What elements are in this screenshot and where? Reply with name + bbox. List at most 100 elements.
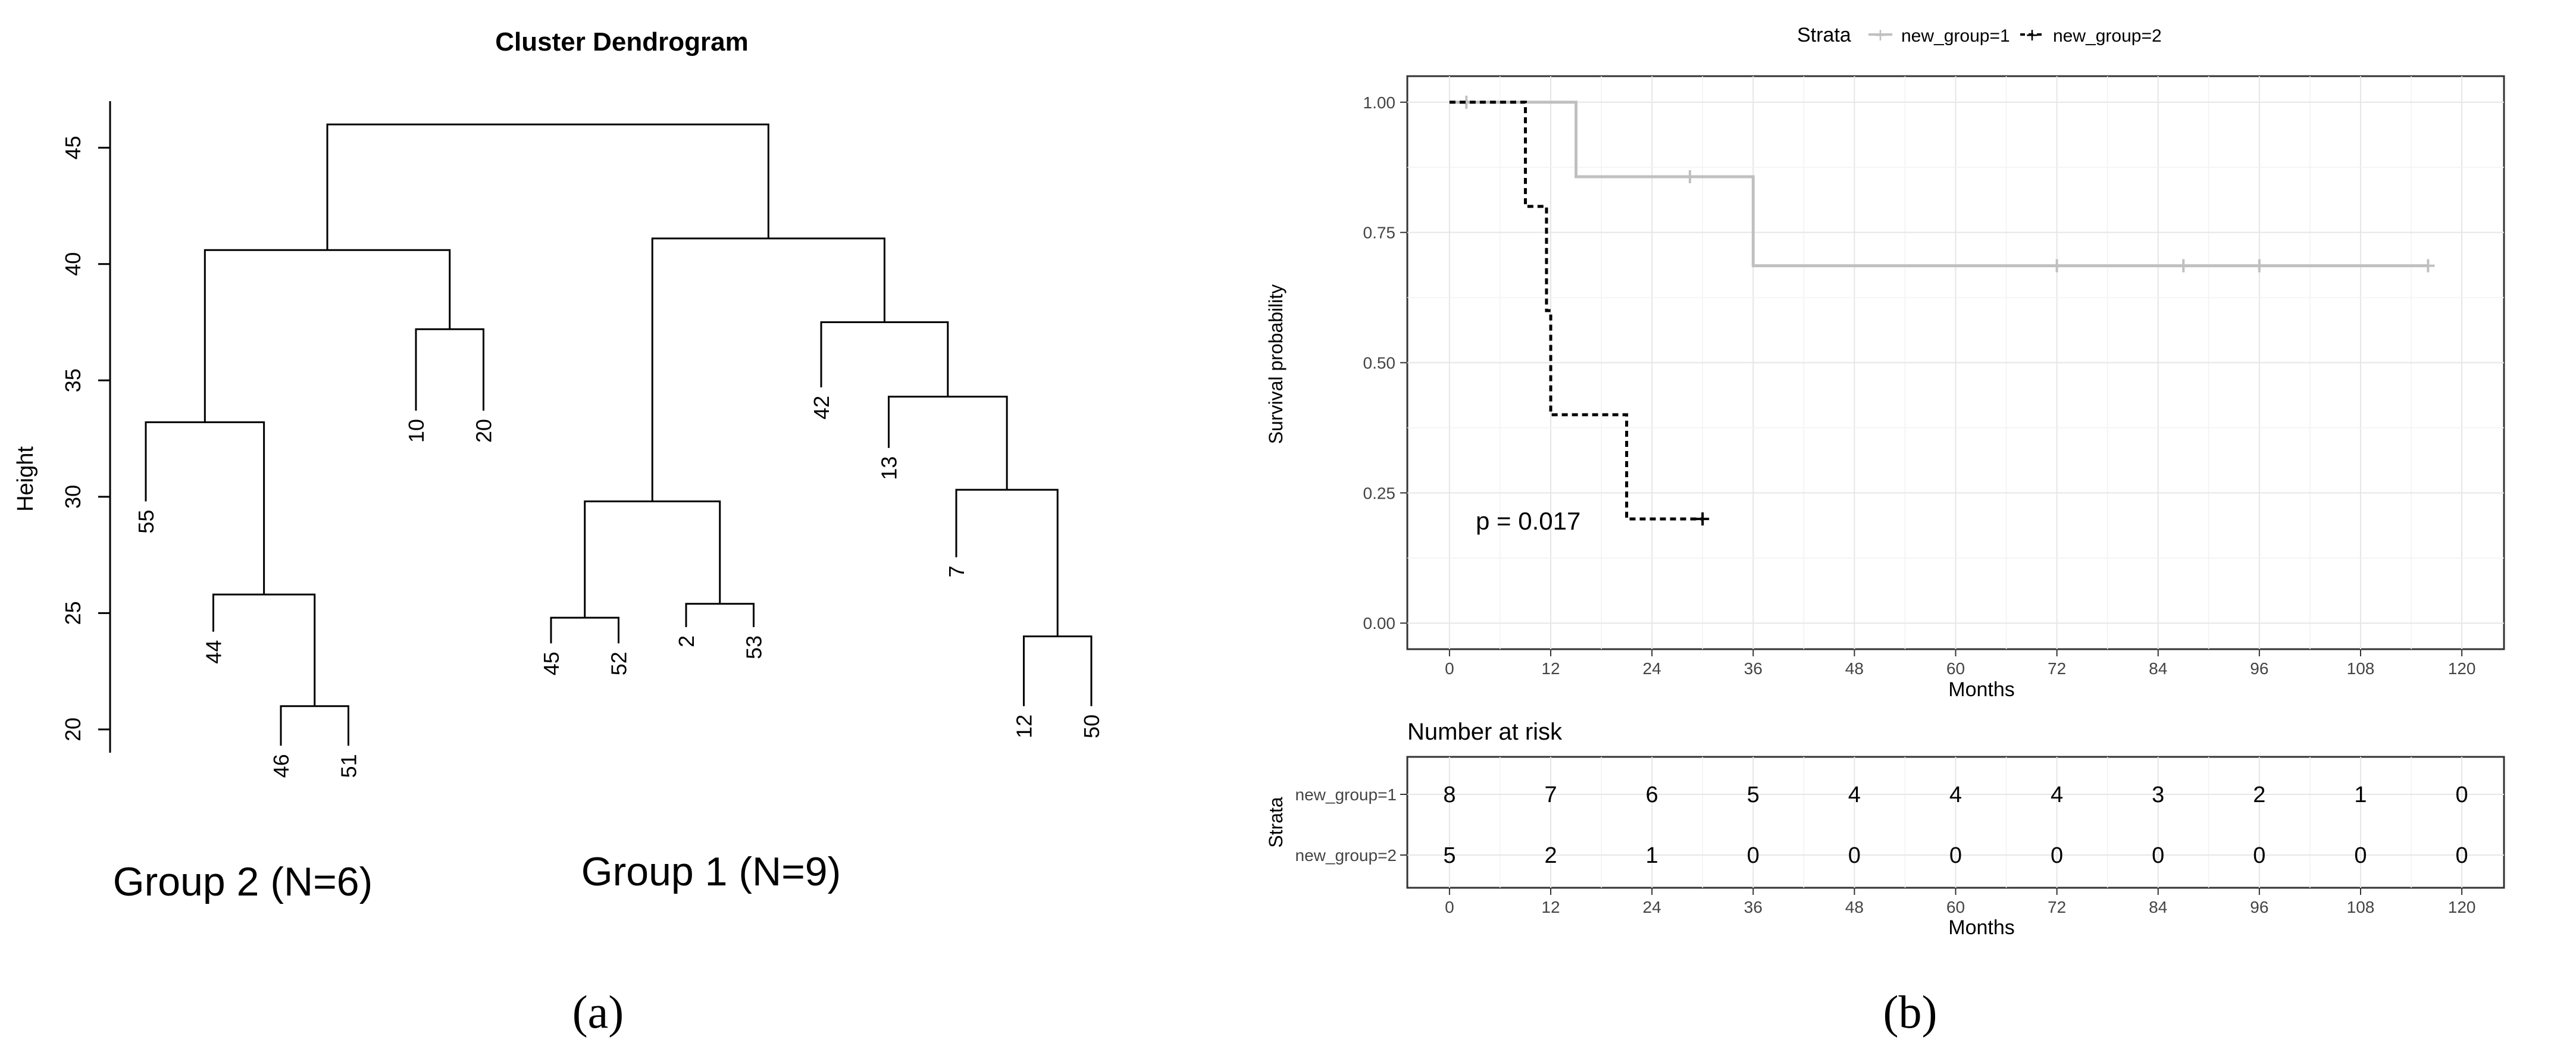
survival-x-tick-label: 24 (1643, 659, 1661, 678)
risk-table-cell: 6 (1646, 782, 1658, 807)
survival-curves (1449, 95, 2435, 526)
dendrogram-link (212, 593, 316, 706)
dendrogram-link (820, 321, 949, 397)
dendrogram-leaf-label: 20 (472, 419, 496, 443)
risk-x-tick-label: 24 (1643, 898, 1661, 916)
censor-mark (2177, 259, 2190, 273)
dendrogram-leaf-label: 55 (134, 510, 158, 534)
survival-x-tick-label: 60 (1946, 659, 1965, 678)
risk-table-cell: 4 (2051, 782, 2063, 807)
risk-table-cell: 0 (2456, 782, 2468, 807)
risk-x-tick-label: 0 (1445, 898, 1454, 916)
survival-x-tick-label: 12 (1541, 659, 1560, 678)
dendrogram-leaf-label: 53 (742, 635, 766, 659)
survival-x-tick-label: 48 (1845, 659, 1864, 678)
risk-row-label: new_group=2 (1295, 846, 1397, 865)
survival-x-tick-label: 108 (2347, 659, 2375, 678)
dendrogram-panel: Cluster Dendrogram Height 20 25 30 35 40 45 5… (13, 27, 1104, 1038)
dendrogram-leaf-label: 52 (607, 652, 631, 675)
survival-y-tick-label: 1.00 (1363, 93, 1396, 112)
dendrogram-link (280, 705, 349, 746)
risk-table-cell: 2 (1544, 843, 1557, 868)
risk-table-cell: 1 (2354, 782, 2367, 807)
risk-table-cell: 4 (1848, 782, 1861, 807)
dendrogram-links (145, 123, 1093, 746)
risk-x-tick-label: 120 (2448, 898, 2476, 916)
risk-table-cell: 2 (2253, 782, 2265, 807)
censor-mark (1683, 170, 1697, 183)
dendrogram-leaf-labels: 55 44 46 51 10 20 45 52 2 53 42 13 7 12 50 (134, 396, 1104, 778)
survival-curve-group1 (1449, 101, 2428, 268)
dendrogram-link (955, 489, 1059, 637)
survival-y-tick-label: 0.75 (1363, 224, 1396, 242)
risk-table-cell: 0 (2253, 843, 2265, 868)
risk-x-tick-label: 108 (2347, 898, 2375, 916)
survival-x-axis-label: Months (1948, 678, 2015, 701)
dendrogram-title: Cluster Dendrogram (495, 27, 748, 57)
group2-label: Group 2 (N=6) (113, 859, 373, 904)
dendrogram-leaf-label: 13 (877, 456, 902, 480)
risk-table-cell: 0 (2456, 843, 2468, 868)
risk-table-cell: 4 (1949, 782, 1962, 807)
dendrogram-leaf-label: 10 (404, 419, 428, 443)
risk-table-cell: 1 (1646, 843, 1658, 868)
dendrogram-link (415, 328, 484, 411)
dendrogram-link (888, 396, 1008, 490)
survival-x-ticks: 0 12 24 36 48 60 72 84 96 108 120 (1445, 649, 2475, 678)
dendrogram-link (1023, 635, 1093, 706)
risk-x-tick-label: 48 (1845, 898, 1864, 916)
risk-x-tick-label: 60 (1946, 898, 1965, 916)
dendrogram-leaf-label: 51 (337, 754, 361, 778)
risk-table-panel: Number at risk 8 7 6 5 4 4 4 3 2 1 0 5 2 1 0 0 0 0 0 0 0 0 ne… (1265, 719, 2505, 1038)
risk-table-cell: 5 (1747, 782, 1760, 807)
survival-x-tick-label: 84 (2149, 659, 2167, 678)
risk-table-cell: 8 (1443, 782, 1456, 807)
risk-table-grid (1407, 757, 2504, 888)
risk-table-cell: 0 (2051, 843, 2063, 868)
dendrogram-leaf-label: 44 (202, 640, 226, 664)
dendrogram-link (550, 616, 619, 644)
dendrogram-leaf-label: 50 (1079, 715, 1104, 738)
dendrogram-y-tick-label: 35 (61, 368, 85, 392)
survival-curve-group2 (1449, 101, 1703, 521)
p-value-annotation: p = 0.017 (1476, 507, 1580, 535)
risk-x-tick-label: 72 (2048, 898, 2066, 916)
dendrogram-link (651, 237, 885, 502)
dendrogram-y-tick-label: 30 (61, 485, 85, 509)
survival-y-tick-label: 0.25 (1363, 484, 1396, 502)
legend-title: Strata (1797, 24, 1851, 46)
survival-y-tick-label: 0.50 (1363, 354, 1396, 372)
group1-label: Group 1 (N=9) (581, 849, 841, 894)
risk-table-cell: 0 (1848, 843, 1861, 868)
risk-table-title: Number at risk (1407, 719, 1563, 745)
legend-swatch-group2-cross: + (2026, 23, 2038, 47)
risk-table-x-ticks: 0 12 24 36 48 60 72 84 96 108 120 (1445, 888, 2475, 916)
censor-mark (2252, 259, 2266, 273)
risk-table-cells: 8 7 6 5 4 4 4 3 2 1 0 5 2 1 0 0 0 0 0 0 0 0 (1443, 782, 2468, 868)
legend-swatch-group1-cross: + (1874, 23, 1886, 47)
dendrogram-y-axis-label: Height (13, 446, 38, 512)
dendrogram-link (584, 500, 721, 618)
dendrogram-link (204, 249, 451, 422)
survival-grid (1407, 76, 2504, 649)
survival-x-tick-label: 36 (1744, 659, 1763, 678)
risk-table-y-axis-label: Strata (1265, 797, 1287, 848)
risk-table-cell: 3 (2152, 782, 2164, 807)
survival-x-tick-label: 96 (2250, 659, 2268, 678)
panel-a-label: (a) (572, 986, 624, 1038)
survival-x-tick-label: 72 (2048, 659, 2066, 678)
risk-table-cell: 5 (1443, 843, 1456, 868)
dendrogram-leaf-label: 12 (1012, 715, 1037, 738)
legend-label-group2: new_group=2 (2053, 26, 2162, 46)
dendrogram-leaf-label: 46 (269, 754, 293, 778)
dendrogram-leaf-label: 7 (944, 566, 969, 578)
survival-x-tick-label: 0 (1445, 659, 1454, 678)
dendrogram-leaf-label: 42 (809, 396, 834, 419)
risk-x-tick-label: 36 (1744, 898, 1763, 916)
survival-y-tick-label: 0.00 (1363, 614, 1396, 633)
dendrogram-y-tick-label: 45 (61, 136, 85, 159)
risk-table-cell: 0 (1949, 843, 1962, 868)
dendrogram-y-tick-label: 20 (61, 718, 85, 741)
survival-y-ticks: 0.00 0.25 0.50 0.75 1.00 (1363, 93, 1407, 633)
